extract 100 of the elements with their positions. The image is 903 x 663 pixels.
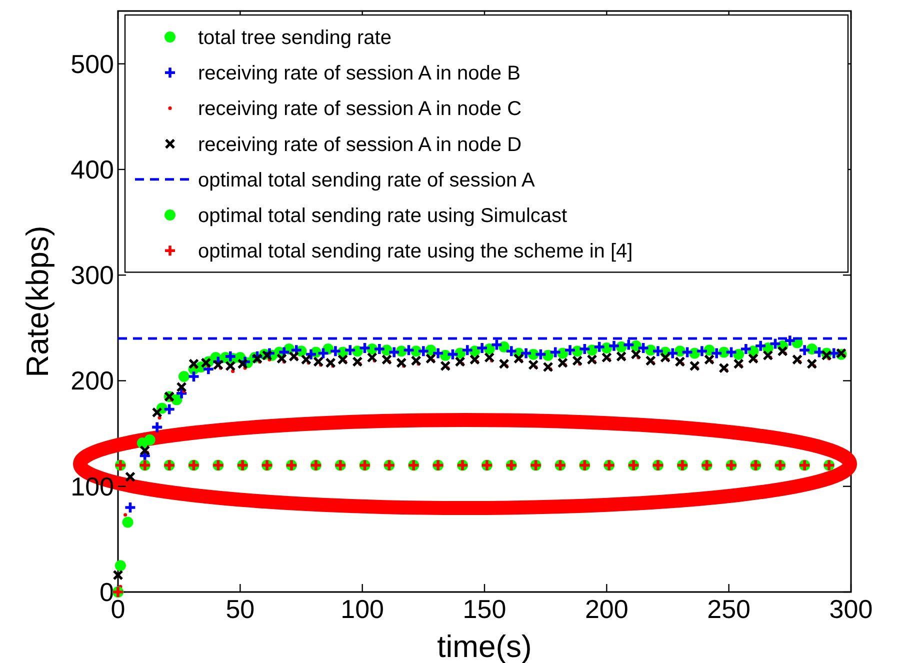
- point: [754, 339, 767, 352]
- point: [388, 346, 400, 359]
- point: [352, 356, 363, 368]
- point: [329, 344, 342, 358]
- point: [674, 356, 686, 368]
- point: [276, 353, 288, 364]
- x-tick-label: 100: [340, 594, 384, 624]
- point: [469, 354, 480, 365]
- point: [680, 346, 694, 359]
- point: [578, 342, 592, 356]
- point: [520, 346, 532, 360]
- point: [484, 352, 495, 363]
- point: [237, 358, 248, 370]
- x-tick-label: 150: [462, 594, 506, 624]
- point: [140, 445, 150, 456]
- legend-label: receiving rate of session A in node C: [198, 98, 522, 120]
- point: [187, 370, 200, 383]
- point: [821, 350, 832, 361]
- point: [513, 353, 524, 364]
- point: [718, 362, 730, 374]
- point: [660, 352, 671, 363]
- point: [622, 338, 636, 352]
- point: [410, 355, 422, 366]
- point: [150, 420, 164, 434]
- legend-label: optimal total sending rate of session A: [198, 169, 536, 192]
- point: [112, 570, 124, 580]
- point: [696, 344, 708, 358]
- point: [373, 342, 386, 356]
- point: [827, 346, 840, 360]
- point: [122, 516, 134, 528]
- y-tick-label: 200: [70, 366, 114, 396]
- point: [446, 348, 460, 361]
- point: [498, 358, 510, 370]
- point: [645, 355, 656, 366]
- x-tick-label: 50: [226, 594, 255, 624]
- legend-label: receiving rate of session A in node B: [198, 62, 520, 85]
- point: [762, 350, 774, 361]
- point: [528, 360, 539, 370]
- point: [224, 350, 237, 363]
- point: [548, 346, 562, 359]
- point: [504, 344, 518, 358]
- point: [777, 346, 788, 356]
- point: [176, 382, 187, 392]
- point: [792, 354, 803, 365]
- y-tick-label: 500: [70, 48, 114, 79]
- point: [417, 344, 430, 358]
- point: [178, 371, 190, 382]
- legend-label: total tree sending rate: [198, 27, 392, 49]
- point: [476, 342, 488, 354]
- point: [304, 348, 318, 361]
- point: [798, 344, 811, 356]
- point: [784, 334, 796, 347]
- legend-label: receiving rate of session A in node D: [198, 134, 522, 156]
- point: [396, 357, 407, 368]
- point: [402, 344, 416, 356]
- point: [114, 560, 126, 572]
- point: [542, 362, 554, 372]
- legend-label: optimal total sending rate using Simulcast: [198, 205, 568, 227]
- point: [806, 358, 818, 370]
- y-tick-label: 300: [70, 260, 114, 290]
- point: [124, 513, 128, 517]
- y-tick-label: 100: [70, 471, 114, 502]
- x-tick-label: 250: [707, 594, 751, 624]
- point: [366, 352, 378, 363]
- point: [689, 360, 700, 372]
- point: [124, 501, 137, 514]
- point: [460, 344, 474, 356]
- y-axis-title: Rate(kbps): [20, 226, 55, 378]
- point: [337, 354, 348, 365]
- point: [288, 351, 300, 362]
- point: [557, 357, 568, 368]
- point: [616, 351, 627, 362]
- point: [733, 348, 744, 360]
- point: [344, 344, 357, 356]
- point: [432, 346, 444, 360]
- point: [768, 337, 782, 350]
- point: [601, 352, 612, 363]
- y-tick-label: 400: [70, 154, 114, 184]
- point: [652, 344, 664, 358]
- point: [564, 344, 576, 356]
- point: [162, 402, 176, 416]
- point: [608, 339, 620, 352]
- point: [666, 346, 680, 360]
- point: [290, 344, 303, 356]
- point: [425, 353, 436, 364]
- point: [454, 356, 466, 368]
- point: [534, 348, 548, 361]
- x-tick-label: 200: [584, 594, 628, 624]
- point: [733, 358, 744, 370]
- point: [748, 353, 759, 364]
- point: [592, 340, 606, 354]
- point: [300, 354, 312, 365]
- point: [704, 354, 715, 365]
- point: [152, 407, 162, 418]
- point: [586, 354, 598, 365]
- point: [572, 355, 583, 366]
- point: [144, 434, 156, 446]
- x-tick-label: 300: [829, 594, 873, 624]
- point: [710, 346, 724, 360]
- point: [316, 346, 330, 360]
